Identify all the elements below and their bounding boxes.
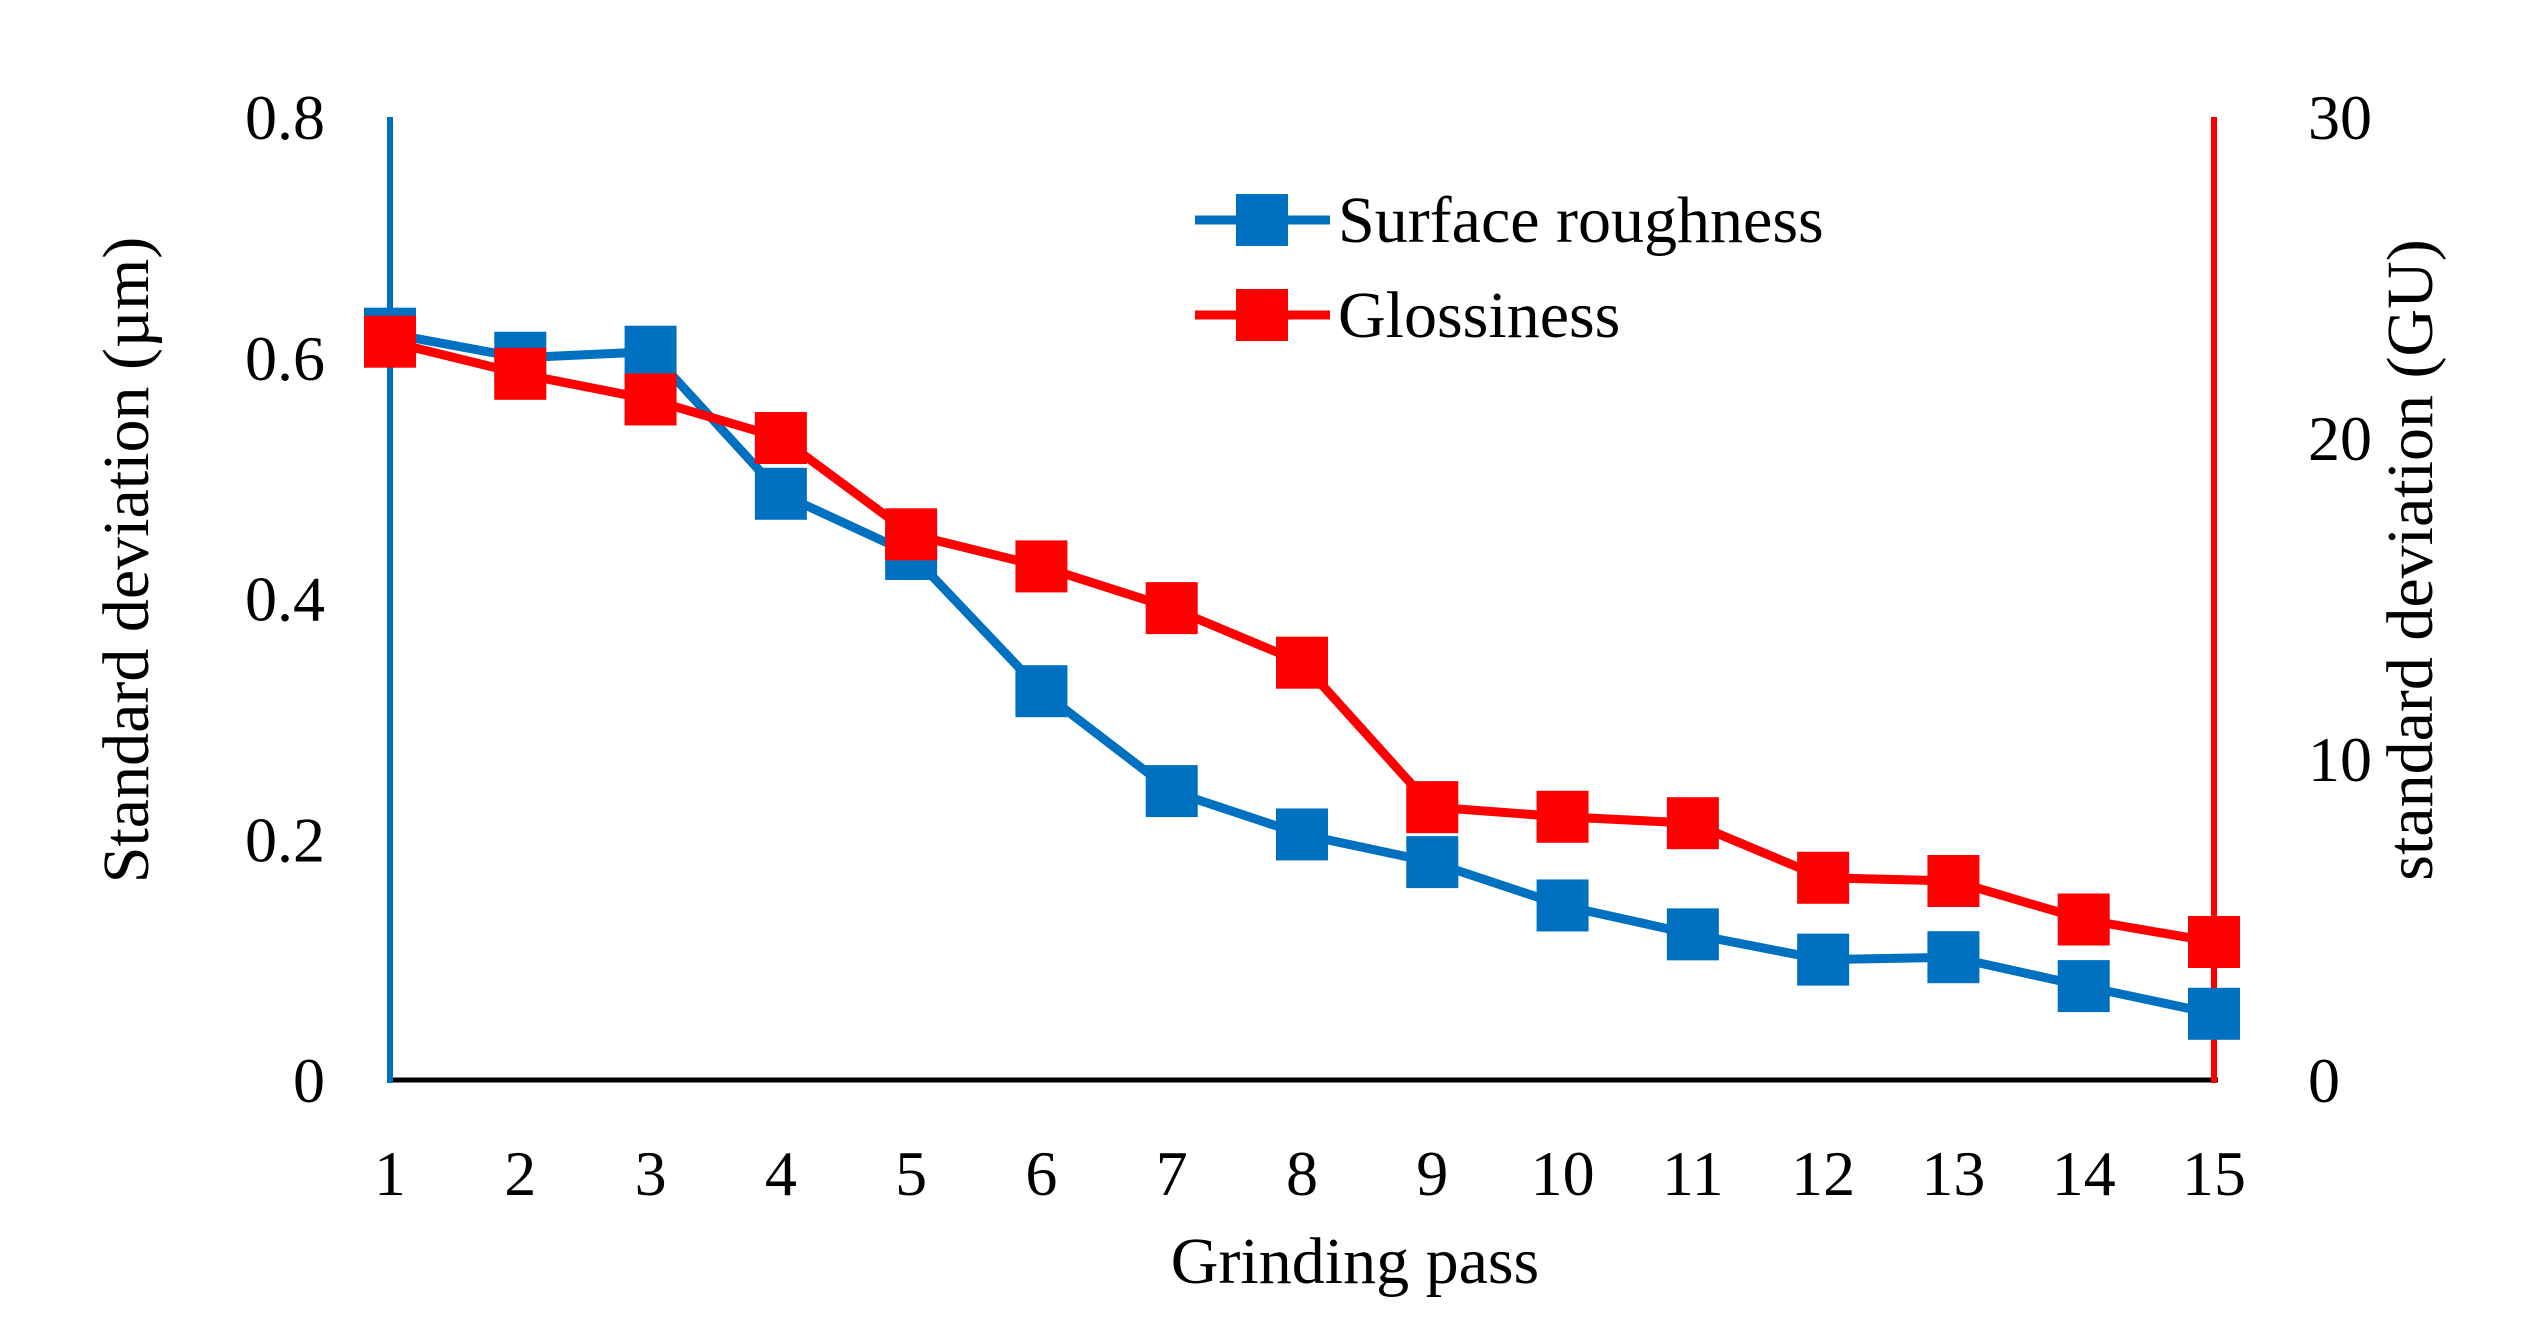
x-tick-label: 14 (2052, 1138, 2116, 1209)
x-tick-label: 10 (1531, 1138, 1595, 1209)
data-point-glossiness (754, 412, 807, 464)
data-point-surface-roughness (1927, 931, 1980, 984)
data-point-surface-roughness (754, 467, 807, 520)
data-point-glossiness (364, 315, 416, 368)
data-point-glossiness (494, 347, 547, 400)
x-tick-label: 12 (1791, 1138, 1855, 1209)
data-point-glossiness (1276, 636, 1328, 689)
x-tick-label: 1 (374, 1138, 406, 1209)
data-point-surface-roughness (1276, 808, 1328, 861)
left-y-tick-labels: 0 0.2 0.4 0.6 0.8 (245, 82, 325, 1116)
data-point-glossiness (1797, 851, 1850, 904)
x-tick-label: 8 (1286, 1138, 1318, 1209)
data-point-surface-roughness (2188, 987, 2240, 1040)
left-y-tick-label: 0.4 (245, 564, 325, 635)
x-tick-label: 13 (1921, 1138, 1985, 1209)
x-axis-title: Grinding pass (1171, 1225, 1539, 1298)
data-point-surface-roughness (2057, 960, 2110, 1013)
data-point-glossiness (1536, 790, 1589, 843)
x-tick-label: 5 (895, 1138, 927, 1209)
x-tick-label: 3 (635, 1138, 667, 1209)
x-tick-label: 7 (1156, 1138, 1188, 1209)
left-y-tick-label: 0.2 (245, 804, 325, 875)
x-tick-label: 9 (1416, 1138, 1448, 1209)
data-point-surface-roughness (1797, 933, 1850, 986)
left-y-axis-title: Standard deviation (µm) (90, 237, 163, 884)
data-point-surface-roughness (1145, 765, 1198, 818)
x-tick-label: 2 (504, 1138, 536, 1209)
data-point-glossiness (2188, 915, 2240, 968)
data-point-glossiness (624, 373, 677, 426)
left-y-tick-label: 0 (293, 1045, 325, 1116)
x-tick-label: 15 (2182, 1138, 2246, 1209)
data-point-glossiness (2057, 893, 2110, 946)
data-point-glossiness (1927, 854, 1980, 907)
right-y-axis-title: standard deviation (GU) (2374, 239, 2447, 880)
right-y-tick-label: 30 (2308, 82, 2372, 153)
legend-item-surface-roughness: Surface roughness (1195, 184, 1824, 257)
data-point-surface-roughness (1015, 665, 1068, 718)
series-glossiness (364, 315, 2240, 968)
data-point-glossiness (1666, 797, 1719, 850)
legend-label: Surface roughness (1338, 184, 1824, 257)
x-tick-label: 11 (1662, 1138, 1724, 1209)
left-y-tick-label: 0.6 (245, 323, 325, 394)
data-point-glossiness (1015, 540, 1068, 593)
x-tick-labels: 1 2 3 4 5 6 7 8 9 10 11 12 13 14 15 (374, 1138, 2246, 1209)
data-point-surface-roughness (1666, 908, 1719, 961)
legend-marker (1236, 194, 1288, 246)
legend: Surface roughness Glossiness (1195, 184, 1824, 352)
right-y-tick-label: 20 (2308, 403, 2372, 474)
data-point-glossiness (1406, 781, 1459, 834)
series-layer (364, 307, 2240, 1040)
left-y-tick-label: 0.8 (245, 82, 325, 153)
right-y-tick-label: 0 (2308, 1045, 2340, 1116)
legend-marker (1236, 289, 1288, 341)
legend-label: Glossiness (1338, 279, 1620, 352)
x-tick-label: 6 (1025, 1138, 1057, 1209)
data-point-glossiness (1145, 582, 1198, 635)
right-y-tick-labels: 0 10 20 30 (2308, 82, 2372, 1116)
legend-item-glossiness: Glossiness (1195, 279, 1620, 352)
right-y-tick-label: 10 (2308, 724, 2372, 795)
data-point-surface-roughness (1406, 836, 1459, 889)
x-tick-label: 4 (765, 1138, 797, 1209)
data-point-surface-roughness (1536, 879, 1589, 932)
data-point-glossiness (885, 508, 938, 561)
data-point-surface-roughness (624, 325, 677, 378)
